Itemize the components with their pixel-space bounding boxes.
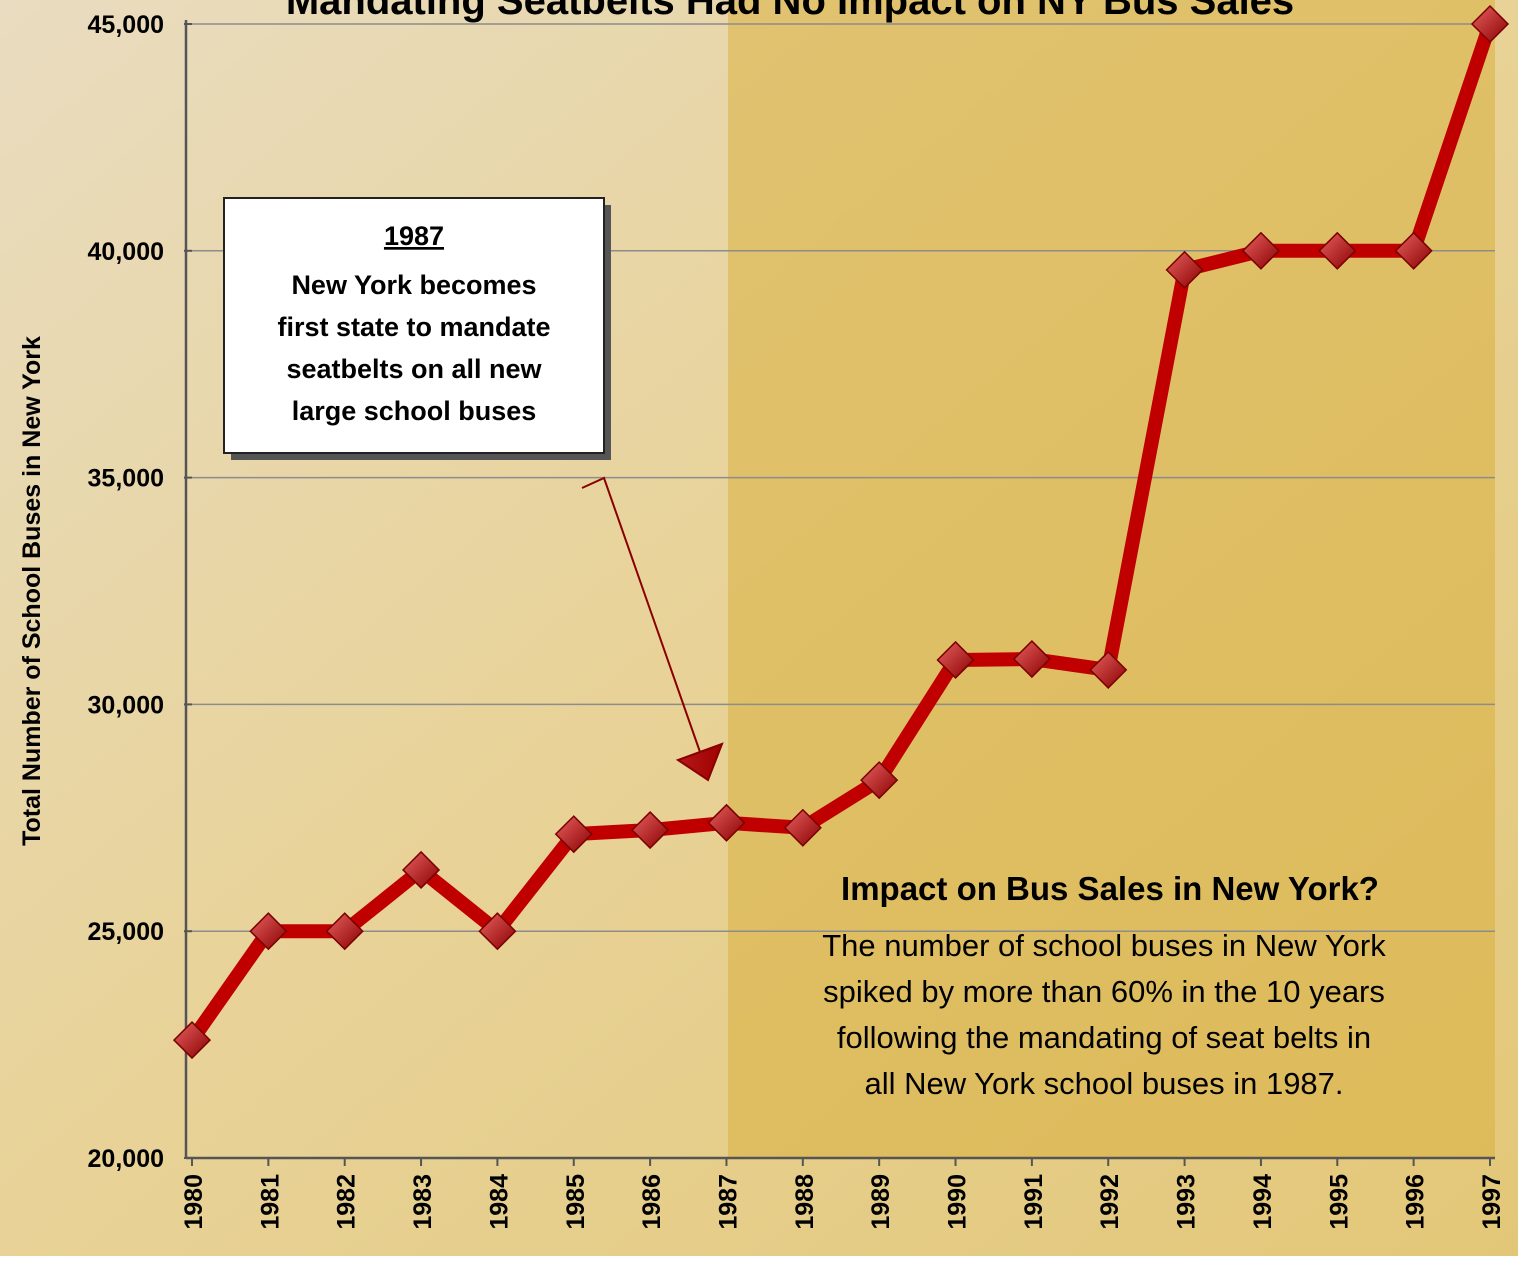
y-tick-label: 40,000 [88, 238, 164, 266]
impact-heading: Impact on Bus Sales in New York? [841, 870, 1379, 907]
callout-text: seatbelts on all new [286, 354, 542, 384]
x-tick-label: 1988 [791, 1174, 819, 1230]
y-tick-label: 35,000 [88, 465, 164, 493]
x-tick-label: 1983 [409, 1174, 437, 1230]
y-axis-label: Total Number of School Buses in New York [18, 336, 46, 846]
x-tick-label: 1991 [1020, 1174, 1048, 1230]
y-tick-label: 20,000 [88, 1145, 164, 1173]
impact-text: spiked by more than 60% in the 10 years [823, 974, 1385, 1009]
x-tick-label: 1989 [867, 1174, 895, 1230]
impact-text: The number of school buses in New York [822, 928, 1386, 963]
y-tick-label: 25,000 [88, 918, 164, 946]
callout-text: first state to mandate [277, 312, 550, 342]
x-tick-label: 1996 [1402, 1174, 1430, 1230]
impact-text: following the mandating of seat belts in [837, 1020, 1371, 1055]
x-tick-label: 1992 [1096, 1174, 1124, 1230]
x-tick-label: 1984 [485, 1174, 513, 1230]
impact-text: all New York school buses in 1987. [864, 1066, 1343, 1101]
x-tick-label: 1995 [1325, 1174, 1353, 1230]
page: {"chart_data": { "type": "line", "title"… [0, 0, 1518, 1256]
x-tick-label: 1981 [256, 1174, 284, 1230]
callout-heading: 1987 [384, 221, 444, 251]
y-tick-label: 30,000 [88, 691, 164, 719]
x-tick-label: 1985 [562, 1174, 590, 1230]
callout-text: New York becomes [291, 270, 536, 300]
callout-text: large school buses [292, 396, 537, 426]
chart: 20,000 25,000 30,000 35,000 40,000 45,000 1980… [0, 0, 1518, 1256]
x-tick-label: 1990 [944, 1174, 972, 1230]
x-tick-label: 1980 [180, 1174, 208, 1230]
x-tick-label: 1994 [1249, 1174, 1277, 1230]
chart-title: Mandating Seatbelts Had No Impact on NY … [286, 0, 1294, 23]
x-tick-label: 1997 [1478, 1174, 1506, 1230]
x-tick-label: 1993 [1173, 1174, 1201, 1230]
x-tick-label: 1982 [333, 1174, 361, 1230]
x-tick-label: 1986 [638, 1174, 666, 1230]
x-tick-label: 1987 [714, 1174, 742, 1230]
y-tick-label: 45,000 [88, 11, 164, 39]
